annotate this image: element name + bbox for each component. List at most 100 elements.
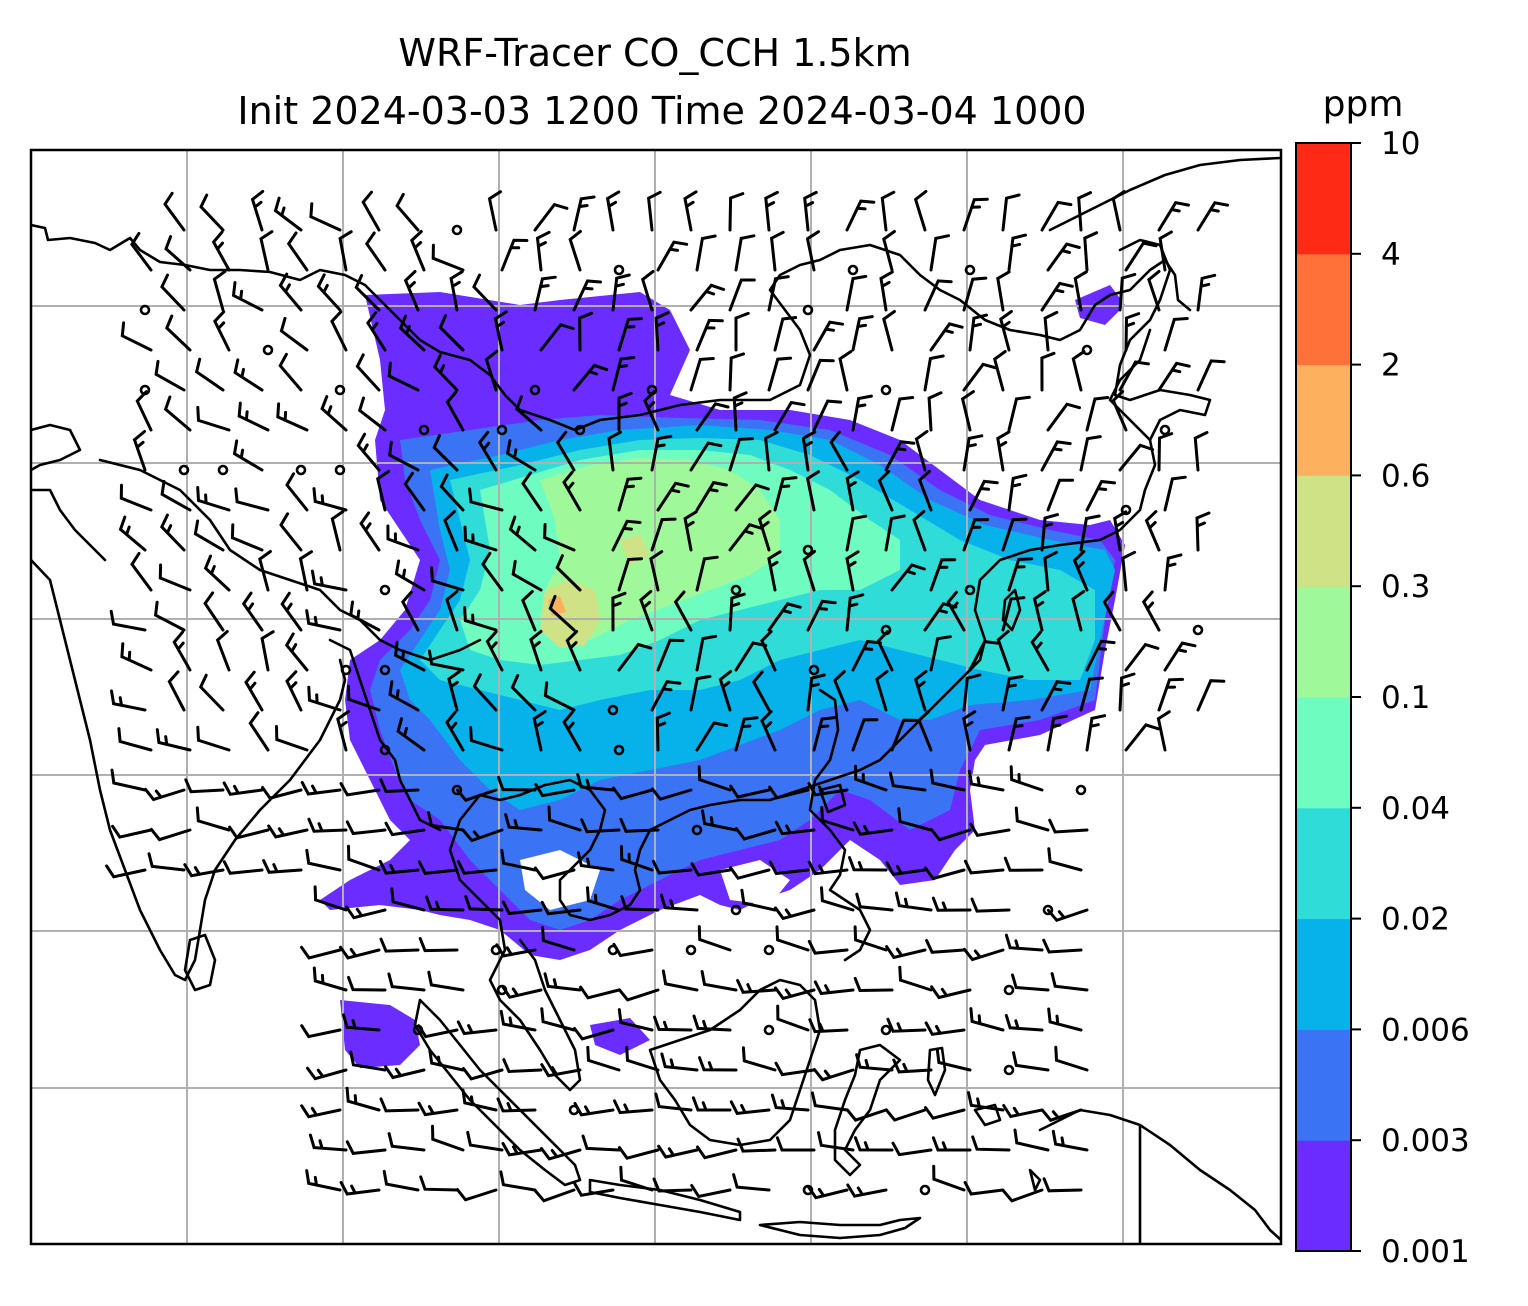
calm-wind-marker xyxy=(496,424,508,436)
wind-barb xyxy=(499,1009,537,1032)
wind-barb xyxy=(1157,361,1191,392)
wind-barb xyxy=(132,430,147,472)
wind-barb xyxy=(929,234,950,272)
wind-barb xyxy=(279,316,309,352)
wind-barb xyxy=(1043,310,1059,352)
wind-barb xyxy=(464,895,504,912)
far-east-coast xyxy=(1048,156,1281,232)
wind-barb xyxy=(533,1188,576,1203)
wind-barb xyxy=(160,273,186,312)
wind-barb xyxy=(1118,360,1150,392)
wind-barb xyxy=(211,230,231,272)
wind-barb xyxy=(347,844,381,872)
colorbar-tick-label: 0.3 xyxy=(1381,569,1430,605)
wind-barb xyxy=(379,1097,420,1113)
colorbar-segment xyxy=(1296,1140,1351,1252)
wind-barb xyxy=(445,390,465,432)
calm-wind-marker xyxy=(1159,424,1171,436)
wind-barb xyxy=(885,861,927,877)
wind-barb xyxy=(689,441,723,472)
wind-barb xyxy=(403,471,426,512)
wind-barb xyxy=(398,314,426,352)
wind-barb xyxy=(403,270,420,312)
wind-barb xyxy=(1001,517,1028,552)
colorbar-segments xyxy=(1296,143,1351,1252)
wind-barb xyxy=(853,925,888,952)
wind-barb xyxy=(1157,201,1190,232)
calm-wind-marker xyxy=(412,1024,424,1036)
wind-barb xyxy=(806,358,835,392)
wind-barb xyxy=(691,1096,732,1112)
wind-barb xyxy=(194,357,225,392)
wind-barb xyxy=(689,283,726,312)
wind-barb xyxy=(968,479,999,512)
wind-barb xyxy=(734,311,750,352)
wind-barb xyxy=(461,1088,498,1112)
wind-barb xyxy=(611,356,636,392)
wind-barb xyxy=(183,863,225,878)
wind-barb xyxy=(855,892,894,912)
wind-barb xyxy=(417,860,459,876)
calm-wind-marker xyxy=(919,1184,931,1196)
wind-barb xyxy=(962,518,990,552)
wind-barb xyxy=(963,859,1005,875)
wind-barb xyxy=(267,824,309,839)
wind-barb xyxy=(445,590,459,632)
wind-barb xyxy=(387,1132,426,1152)
wind-barb xyxy=(728,437,754,472)
wind-barb xyxy=(1040,513,1059,552)
wind-barb xyxy=(661,969,699,992)
wind-barb xyxy=(917,710,933,752)
wind-barb xyxy=(656,481,690,512)
wind-barb xyxy=(384,821,426,837)
wind-barb xyxy=(430,566,465,592)
wind-barb xyxy=(462,1067,504,1081)
wind-barb xyxy=(845,593,865,632)
wind-barb xyxy=(195,806,231,832)
wind-barb xyxy=(1050,972,1089,992)
wind-barb xyxy=(996,270,1011,312)
wind-barb xyxy=(695,234,717,272)
wind-barb xyxy=(833,670,849,712)
calm-wind-marker xyxy=(730,904,742,916)
wind-barb xyxy=(234,487,270,512)
wind-barb xyxy=(689,357,715,392)
wind-barb xyxy=(1040,200,1073,232)
wind-barb xyxy=(300,781,342,796)
wind-barb xyxy=(565,630,582,672)
wind-barb xyxy=(203,591,225,632)
wind-barb xyxy=(962,362,998,392)
wind-barb xyxy=(469,726,504,752)
wind-barb xyxy=(1124,642,1160,672)
wind-barb xyxy=(698,1056,738,1072)
calm-wind-marker xyxy=(490,944,502,956)
wind-barb xyxy=(1113,510,1128,552)
wind-barb xyxy=(361,190,381,232)
wind-barb xyxy=(345,1086,381,1112)
wind-barb xyxy=(1046,478,1075,512)
wind-barb xyxy=(654,1092,693,1112)
wind-barb xyxy=(1014,806,1050,832)
wind-barb xyxy=(349,600,381,632)
wind-barb xyxy=(456,1020,498,1036)
wind-barb xyxy=(119,483,153,512)
wind-barb xyxy=(732,1173,771,1192)
wind-barb xyxy=(1046,402,1081,432)
wind-barb xyxy=(203,554,231,592)
wind-barb xyxy=(617,557,643,592)
wind-barb xyxy=(1079,435,1102,472)
wind-barb xyxy=(806,599,837,632)
wind-barb xyxy=(728,278,756,312)
colorbar-ticks: 0.001 0.003 0.006 0.02 0.04 0.1 0.3 0.6 2 4 10 xyxy=(1351,126,1470,1270)
wind-barb xyxy=(573,1182,615,1197)
new-guinea xyxy=(1038,1108,1281,1244)
wind-barb xyxy=(511,559,543,592)
colorbar-tick-label: 0.04 xyxy=(1381,791,1450,827)
sri-lanka xyxy=(183,933,217,992)
wind-barb xyxy=(775,925,810,952)
wind-barb xyxy=(547,805,582,832)
wind-barb xyxy=(853,976,894,993)
calm-wind-marker xyxy=(334,384,346,396)
wind-barb xyxy=(611,591,627,632)
wind-barb xyxy=(894,891,933,912)
